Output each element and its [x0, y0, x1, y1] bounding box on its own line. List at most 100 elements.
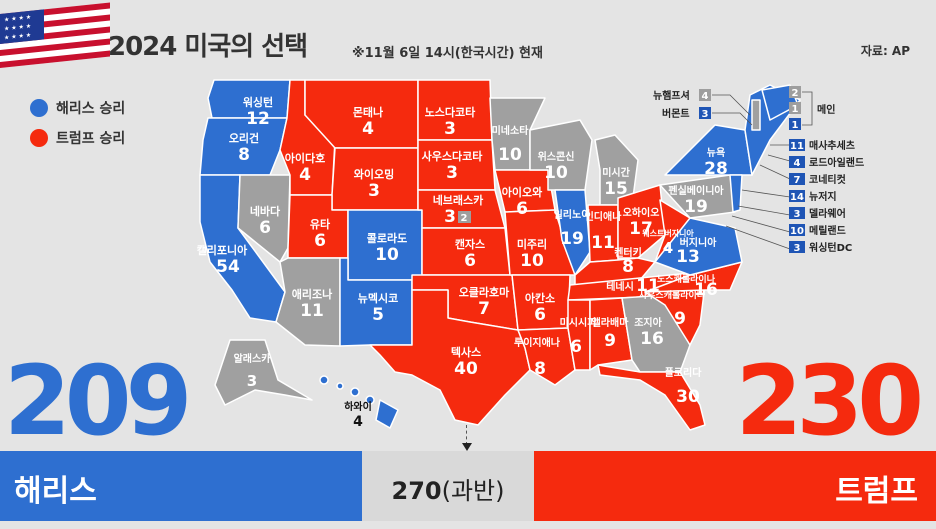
votes-massachusetts: 11	[790, 141, 804, 152]
label-louisiana: 루이지애나	[514, 336, 561, 349]
votes-florida: 30	[676, 387, 700, 407]
votes-nebraska: 3	[444, 207, 456, 227]
label-rhode-island: 로드아일랜드	[809, 156, 864, 169]
threshold-label: 270(과반)	[362, 471, 534, 506]
label-washington: 워싱턴	[243, 95, 273, 109]
label-oklahoma: 오클라호마	[459, 285, 510, 299]
label-arizona: 애리조나	[292, 287, 332, 301]
label-nebraska: 네브래스카	[433, 193, 484, 207]
votes-arkansas: 6	[534, 305, 546, 325]
votes-mississippi: 6	[570, 337, 582, 357]
legend-trump: 트럼프 승리	[30, 128, 125, 148]
state-louisiana	[517, 327, 576, 386]
svg-text:★ ★ ★ ★: ★ ★ ★ ★	[4, 14, 31, 24]
label-hawaii: 하와이	[344, 400, 372, 413]
label-new-york: 뉴욕	[707, 147, 725, 159]
threshold-text: (과반)	[441, 477, 505, 505]
state-new-jersey	[729, 174, 743, 213]
votes-new-york: 28	[704, 159, 728, 179]
votes-louisiana: 8	[534, 359, 546, 379]
votes-kansas: 6	[464, 251, 476, 271]
votes-maine-0: 2	[792, 88, 799, 99]
svg-text:★ ★ ★ ★: ★ ★ ★ ★	[4, 32, 31, 42]
votes-north-carolina: 16	[694, 280, 718, 300]
votes-michigan: 15	[604, 179, 628, 199]
votes-kentucky: 8	[622, 257, 634, 277]
nebraska-district-votes: 2	[461, 213, 468, 224]
state-hawaii	[319, 375, 399, 429]
label-south-carolina: 사우스캐롤라이나	[639, 289, 706, 301]
trump-total: 230	[735, 345, 924, 457]
votes-oregon: 8	[238, 145, 250, 165]
votes-delaware: 3	[794, 209, 801, 220]
label-pennsylvania: 펜실베이니아	[668, 184, 724, 197]
source-label: 자료: AP	[860, 44, 910, 58]
threshold-value: 270	[391, 477, 442, 505]
label-kentucky: 켄터키	[614, 246, 642, 259]
label-montana: 몬태나	[353, 105, 383, 119]
votes-missouri: 10	[520, 251, 544, 271]
label-idaho: 아이다호	[285, 151, 325, 165]
votes-wyoming: 3	[368, 181, 380, 201]
votes-vermont: 3	[702, 109, 709, 120]
label-kansas: 캔자스	[455, 237, 485, 251]
state-virginia	[654, 217, 743, 276]
timestamp-note: ※11월 6일 14시(한국시간) 현재	[352, 46, 543, 61]
votes-washington: 12	[246, 109, 270, 129]
label-utah: 유타	[310, 217, 331, 231]
label-north-carolina: 노스캐롤라이나	[657, 273, 716, 285]
votes-minnesota: 10	[498, 145, 522, 165]
harris-name: 해리스	[14, 474, 97, 509]
svg-text:★ ★ ★ ★: ★ ★ ★ ★	[4, 23, 31, 33]
votes-south-carolina: 9	[674, 309, 686, 329]
label-arkansas: 아칸소	[525, 291, 555, 305]
label-west-virginia: 웨스트버지니아	[642, 228, 694, 238]
votes-alabama: 9	[604, 331, 616, 351]
votes-pennsylvania: 19	[684, 197, 708, 217]
votes-rhode-island: 4	[794, 158, 801, 169]
label-missouri: 미주리	[517, 237, 547, 251]
votes-nevada: 6	[259, 218, 271, 238]
state-alabama	[589, 297, 633, 371]
label-dc: 워싱턴DC	[809, 241, 852, 254]
label-wyoming: 와이오밍	[354, 167, 394, 181]
us-map: 워싱턴 12 오리건 8 캘리포니아 54 네바다 6 아이다호 4 몬태나 4…	[197, 79, 864, 431]
label-iowa: 아이오와	[502, 185, 542, 199]
votes-tennessee: 11	[636, 276, 660, 296]
trump-name: 트럼프	[835, 474, 918, 509]
votes-dc: 3	[794, 243, 801, 254]
votes-west-virginia: 4	[663, 239, 673, 257]
legend-trump-label: 트럼프 승리	[56, 131, 126, 147]
state-florida	[597, 364, 706, 431]
label-maine: 메인	[817, 103, 835, 116]
label-new-hampshire: 뉴햄프셔	[653, 89, 690, 102]
votes-wisconsin: 10	[544, 163, 568, 183]
votes-indiana: 11	[591, 233, 615, 253]
votes-hawaii: 4	[353, 414, 363, 430]
votes-iowa: 6	[516, 199, 528, 219]
votes-oklahoma: 7	[478, 299, 490, 319]
label-connecticut: 코네티컷	[809, 173, 846, 186]
label-michigan: 미시간	[602, 166, 630, 179]
votes-north-dakota: 3	[444, 119, 456, 139]
threshold-line	[466, 425, 468, 445]
label-oregon: 오리건	[229, 131, 259, 145]
label-south-dakota: 사우스다코타	[422, 149, 484, 163]
votes-utah: 6	[314, 231, 326, 251]
votes-new-mexico: 5	[372, 305, 384, 325]
label-indiana: 인디애나	[585, 210, 623, 223]
votes-maine-1: 1	[792, 104, 799, 115]
label-ohio: 오하이오	[623, 206, 660, 219]
label-california: 캘리포니아	[197, 243, 248, 257]
votes-arizona: 11	[300, 301, 324, 321]
label-tennessee: 테네시	[606, 280, 634, 293]
label-minnesota: 미네소타	[492, 124, 530, 137]
state-new-hampshire	[751, 99, 761, 131]
votes-alaska: 3	[247, 372, 257, 390]
votes-california: 54	[216, 257, 240, 277]
label-vermont: 버몬트	[662, 107, 690, 120]
label-wisconsin: 위스콘신	[538, 150, 575, 163]
state-texas	[369, 289, 531, 426]
label-florida: 플로리다	[665, 366, 703, 379]
